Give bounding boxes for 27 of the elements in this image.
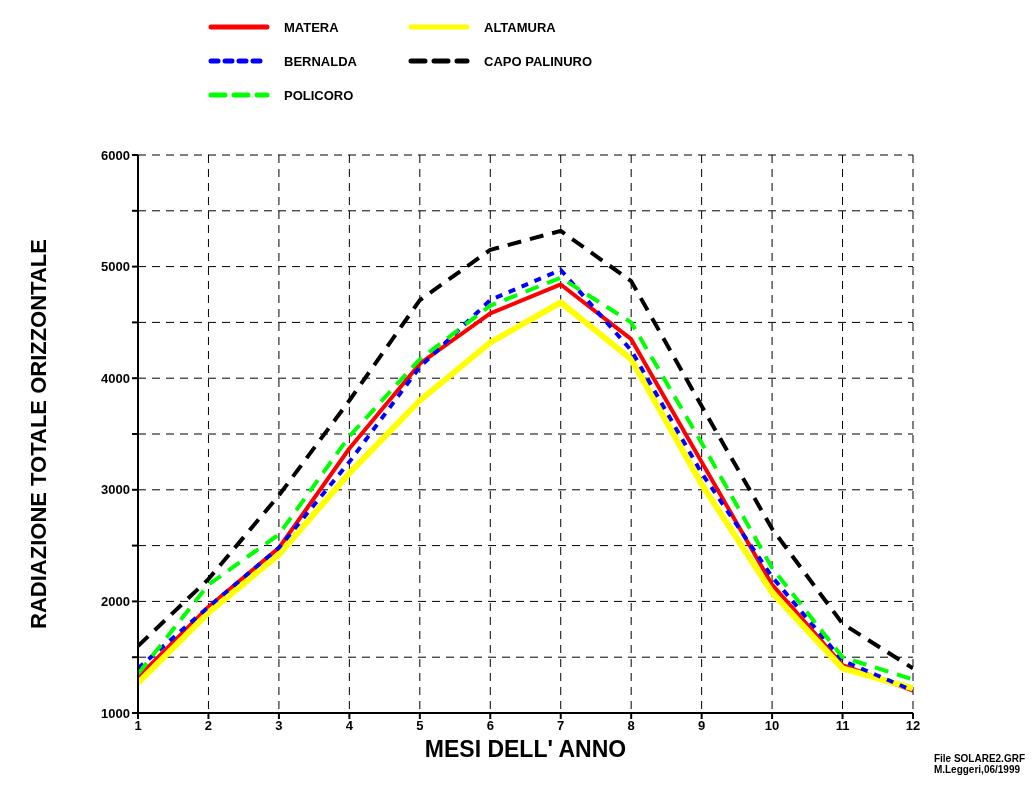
x-tick-label: 3 [275,718,283,734]
y-axis-title: RADIAZIONE TOTALE ORIZZONTALE [25,239,51,629]
y-tick-label: 2000 [101,594,130,610]
x-tick-label: 8 [627,718,635,734]
x-tick-label: 7 [557,718,565,734]
y-tick-label: 1000 [101,705,130,721]
text: M.Leggeri,06/1999 [933,764,1022,775]
x-tick-label: 11 [835,718,850,734]
x-tick-label: 10 [764,718,780,734]
y-tick-label: 5000 [101,259,130,275]
x-tick-label: 5 [416,718,424,734]
x-tick-label: 4 [345,718,354,734]
x-axis-title: MESI DELL' ANNO [424,736,627,763]
y-tick-label: 3000 [101,482,130,498]
y-tick-label: 4000 [101,370,130,386]
legend-label: POLICORO [284,87,354,103]
x-tick-label: 2 [204,718,213,734]
x-tick-label: 6 [486,718,494,734]
x-tick-label: 1 [134,718,142,734]
text: File SOLARE2.GRF [933,753,1025,764]
x-tick-label: 9 [698,718,706,734]
legend-label: MATERA [284,19,339,35]
legend-label: CAPO PALINURO [484,53,593,69]
x-tick-label: 12 [905,718,921,734]
legend-label: ALTAMURA [484,19,556,35]
y-tick-label: 6000 [101,147,130,163]
legend-label: BERNALDA [284,53,357,69]
